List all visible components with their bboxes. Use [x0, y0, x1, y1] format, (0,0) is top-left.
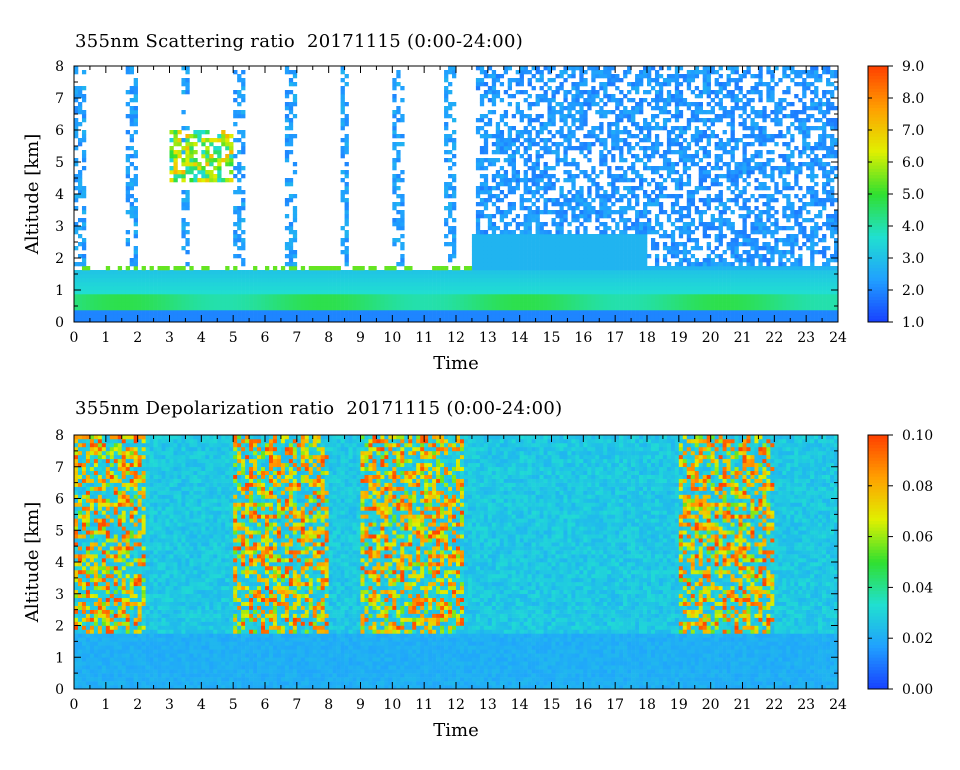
panel2-ytick-label: 4 — [55, 555, 64, 571]
panel1-ytick-label: 4 — [55, 187, 64, 203]
panel1-xtick-label: 21 — [734, 330, 752, 346]
panel1-xtick-label: 16 — [574, 330, 592, 346]
panel1-xtick-label: 11 — [415, 330, 433, 346]
panel1-xtick-label: 20 — [702, 330, 720, 346]
panel1-ytick-label: 8 — [55, 59, 64, 75]
panel1-ytick-label: 7 — [55, 91, 64, 107]
panel2-ytick-label: 8 — [55, 428, 64, 444]
panel2-heatmap — [74, 435, 839, 690]
panel2-xtick-label: 16 — [574, 697, 592, 713]
panel2-title: 355nm Depolarization ratio 20171115 (0:0… — [75, 398, 563, 419]
panel2-xtick-label: 8 — [324, 697, 333, 713]
panel2-xtick-label: 22 — [765, 697, 783, 713]
panel2-ytick-label: 5 — [55, 523, 64, 539]
panel1-xtick-label: 9 — [356, 330, 365, 346]
panel2-xtick-label: 1 — [101, 697, 110, 713]
panel2-xtick-label: 21 — [734, 697, 752, 713]
panel2-xtick-label: 6 — [261, 697, 270, 713]
panel2-ytick-label: 6 — [55, 492, 64, 508]
panel1-xtick-label: 1 — [101, 330, 110, 346]
panel1-xtick-label: 3 — [165, 330, 174, 346]
panel1-colorbar-label: 5.0 — [902, 187, 924, 203]
panel2-xtick-label: 18 — [638, 697, 656, 713]
panel2-colorbar-frame — [867, 434, 889, 690]
panel2-xtick-label: 9 — [356, 697, 365, 713]
panel1-xtick-label: 22 — [765, 330, 783, 346]
panel2-xtick-label: 11 — [415, 697, 433, 713]
panel1-xtick-label: 17 — [606, 330, 624, 346]
panel2-xtick-label: 3 — [165, 697, 174, 713]
panel1-xlabel: Time — [433, 353, 478, 374]
panel2-ytick-label: 3 — [55, 587, 64, 603]
panel1-xtick-label: 23 — [797, 330, 815, 346]
panel1-xtick-label: 2 — [133, 330, 142, 346]
panel2-colorbar-label: 0.08 — [902, 479, 933, 495]
panel2-ytick-label: 0 — [55, 682, 64, 698]
panel2-colorbar-label: 0.10 — [902, 428, 933, 444]
panel2-xtick-label: 19 — [670, 697, 688, 713]
panel1-xtick-label: 0 — [70, 330, 79, 346]
panel1-xtick-label: 10 — [383, 330, 401, 346]
panel2-ytick-label: 2 — [55, 619, 64, 635]
panel1-xtick-label: 13 — [479, 330, 497, 346]
panel1-xtick-label: 18 — [638, 330, 656, 346]
panel1-ytick-label: 5 — [55, 155, 64, 171]
panel1-ytick-label: 2 — [55, 251, 64, 267]
panel1-xtick-label: 5 — [229, 330, 238, 346]
panel1-ytick-label: 6 — [55, 123, 64, 139]
panel2-xtick-label: 0 — [70, 697, 79, 713]
panel1-colorbar-label: 7.0 — [902, 123, 924, 139]
panel1-title: 355nm Scattering ratio 20171115 (0:00-24… — [75, 31, 524, 52]
panel2-xlabel: Time — [433, 720, 478, 741]
panel1-xtick-label: 4 — [197, 330, 206, 346]
panel1-ytick-label: 0 — [55, 315, 64, 331]
panel1-colorbar-label: 3.0 — [902, 251, 924, 267]
panel1-xtick-label: 7 — [292, 330, 301, 346]
panel2-xtick-label: 13 — [479, 697, 497, 713]
panel1-ylabel: Altitude [km] — [22, 134, 43, 256]
panel2-xtick-label: 14 — [511, 697, 529, 713]
panel1-heatmap — [74, 66, 839, 323]
panel1-ytick-label: 1 — [55, 283, 64, 299]
panel2-xtick-label: 15 — [543, 697, 561, 713]
panel2-xtick-label: 4 — [197, 697, 206, 713]
panel1-colorbar — [868, 66, 888, 323]
panel1-xtick-label: 14 — [511, 330, 529, 346]
panel2-xtick-label: 5 — [229, 697, 238, 713]
panel2-colorbar-label: 0.00 — [902, 682, 933, 698]
panel1-ytick-label: 3 — [55, 219, 64, 235]
panel2-colorbar-label: 0.04 — [902, 580, 933, 596]
panel1-xtick-label: 6 — [261, 330, 270, 346]
panel2-xtick-label: 7 — [292, 697, 301, 713]
panel2-xtick-label: 20 — [702, 697, 720, 713]
panel2-xtick-label: 24 — [829, 697, 847, 713]
panel1-colorbar-label: 9.0 — [902, 59, 924, 75]
panel2-colorbar-label: 0.06 — [902, 530, 933, 546]
panel2-xtick-label: 23 — [797, 697, 815, 713]
panel1-xtick-label: 12 — [447, 330, 465, 346]
panel1-colorbar-label: 4.0 — [902, 219, 924, 235]
panel2-ytick-label: 7 — [55, 460, 64, 476]
panel1-xtick-label: 19 — [670, 330, 688, 346]
panel2-xtick-label: 17 — [606, 697, 624, 713]
panel1-colorbar-label: 8.0 — [902, 91, 924, 107]
panel1-colorbar-label: 6.0 — [902, 155, 924, 171]
panel2-ytick-label: 1 — [55, 650, 64, 666]
panel1-xtick-label: 8 — [324, 330, 333, 346]
panel2-xtick-label: 2 — [133, 697, 142, 713]
panel2-xtick-label: 12 — [447, 697, 465, 713]
panel2-xtick-label: 10 — [383, 697, 401, 713]
panel1-colorbar-label: 1.0 — [902, 315, 924, 331]
panel1-xtick-label: 24 — [829, 330, 847, 346]
panel2-ylabel: Altitude [km] — [22, 502, 43, 624]
panel1-colorbar-label: 2.0 — [902, 283, 924, 299]
panel2-colorbar-label: 0.02 — [902, 631, 933, 647]
panel2-colorbar — [868, 435, 888, 690]
panel1-xtick-label: 15 — [543, 330, 561, 346]
